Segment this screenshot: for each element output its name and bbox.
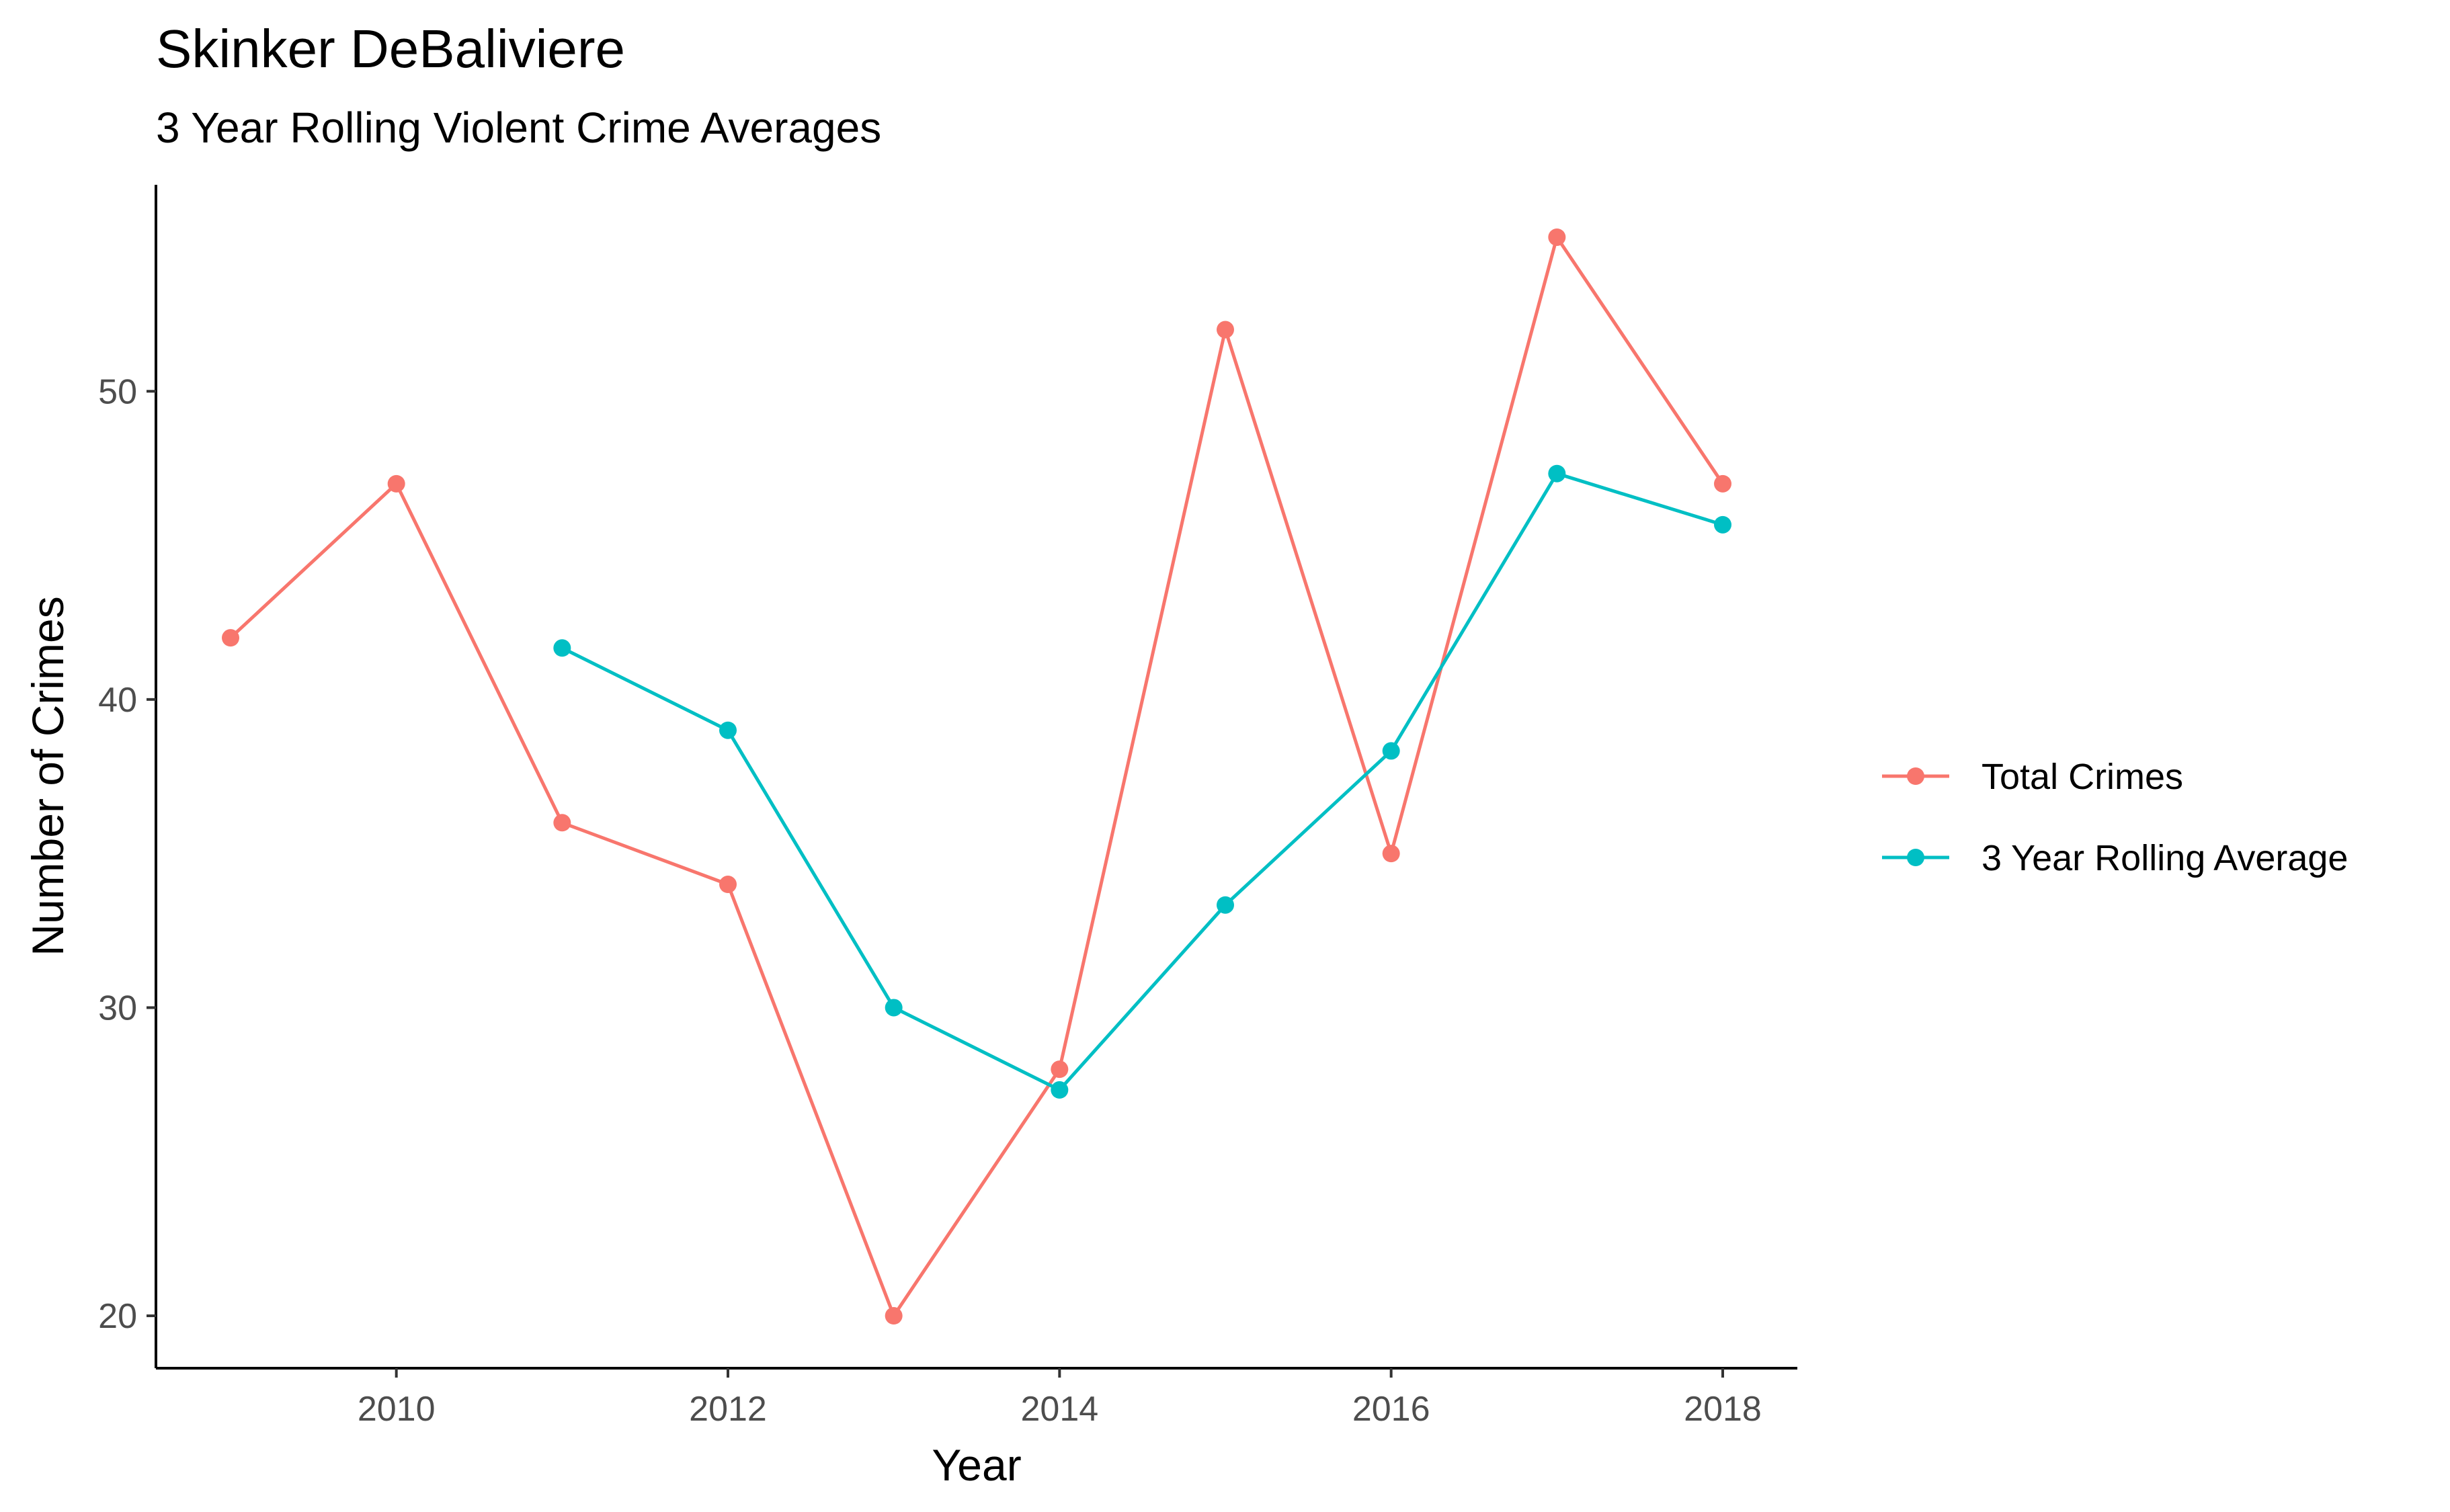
data-point (1382, 845, 1400, 863)
legend: Total Crimes 3 Year Rolling Average (1882, 757, 2348, 878)
data-point (1217, 321, 1234, 339)
legend-label: Total Crimes (1982, 757, 2183, 797)
y-tick-label: 50 (98, 372, 137, 411)
plot-area (222, 228, 1731, 1325)
x-axis-ticks: 2010 2012 2014 2016 2018 (358, 1368, 1762, 1429)
y-tick-label: 30 (98, 989, 137, 1027)
data-point (885, 999, 903, 1017)
chart-subtitle: 3 Year Rolling Violent Crime Averages (156, 103, 881, 152)
data-point (553, 639, 571, 657)
data-point (719, 876, 737, 894)
legend-key-point (1907, 767, 1924, 785)
y-axis-ticks: 20 30 40 50 (98, 372, 156, 1336)
series-rolling-average (553, 464, 1731, 1099)
x-tick-label: 2018 (1684, 1390, 1762, 1429)
legend-item: Total Crimes (1882, 757, 2183, 797)
series-total-crimes (222, 228, 1731, 1325)
y-axis-title: Number of Crimes (23, 596, 73, 956)
data-point (1548, 464, 1566, 482)
y-tick-label: 20 (98, 1297, 137, 1336)
data-point (1217, 896, 1234, 914)
data-point (885, 1307, 903, 1325)
legend-item: 3 Year Rolling Average (1882, 838, 2348, 878)
x-axis-title: Year (932, 1440, 1021, 1490)
legend-label: 3 Year Rolling Average (1982, 838, 2348, 878)
data-point (1714, 515, 1731, 534)
data-point (222, 629, 239, 647)
x-tick-label: 2016 (1352, 1390, 1430, 1429)
data-point (1714, 474, 1731, 493)
data-point (1382, 742, 1400, 760)
data-point (553, 814, 571, 832)
x-tick-label: 2012 (689, 1390, 767, 1429)
data-point (1051, 1060, 1069, 1079)
x-tick-label: 2014 (1020, 1390, 1098, 1429)
x-tick-label: 2010 (358, 1390, 436, 1429)
data-point (387, 474, 405, 493)
data-point (1548, 228, 1566, 246)
data-point (719, 721, 737, 739)
chart-title: Skinker DeBaliviere (156, 19, 625, 79)
legend-key-point (1907, 849, 1924, 866)
series-line (561, 472, 1723, 1092)
data-point (1051, 1081, 1069, 1099)
y-tick-label: 40 (98, 681, 137, 720)
series-line (229, 235, 1725, 1318)
